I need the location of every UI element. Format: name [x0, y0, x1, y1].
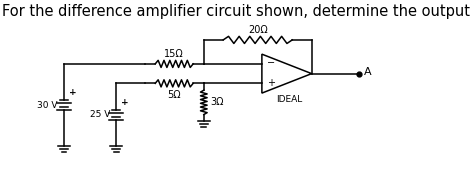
Text: For the difference amplifier circuit shown, determine the output voltage at term: For the difference amplifier circuit sho… [2, 4, 474, 19]
Text: 5Ω: 5Ω [167, 89, 181, 100]
Text: +: + [69, 89, 76, 97]
Text: 3Ω: 3Ω [210, 97, 223, 107]
Text: +: + [266, 78, 274, 88]
Text: 30 V: 30 V [37, 101, 58, 110]
Text: IDEAL: IDEAL [276, 95, 302, 104]
Text: A: A [364, 67, 372, 77]
Text: 20Ω: 20Ω [248, 25, 268, 35]
Text: −: − [266, 58, 275, 68]
Text: 25 V: 25 V [90, 110, 110, 119]
Text: +: + [121, 98, 128, 107]
Text: 15Ω: 15Ω [164, 49, 184, 59]
